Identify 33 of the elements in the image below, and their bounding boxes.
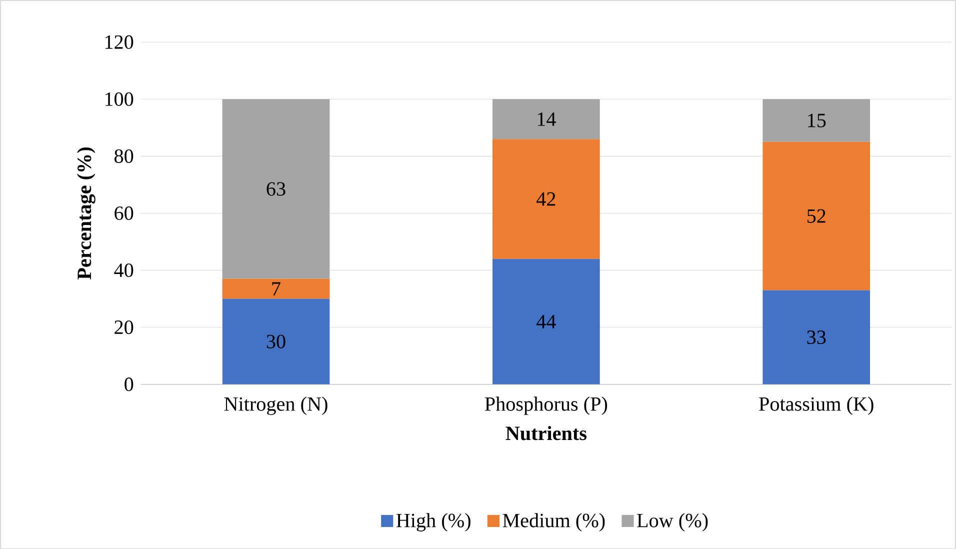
y-tick-label: 120	[105, 35, 134, 49]
y-tick-label: 20	[114, 320, 134, 334]
data-label: 52	[807, 209, 826, 223]
legend-label: Low (%)	[637, 513, 708, 532]
y-axis-title: Percentage (%)	[76, 147, 96, 280]
x-tick-label: Potassium (K)	[759, 396, 874, 415]
y-tick-label: 40	[114, 263, 134, 277]
legend-label: High (%)	[396, 513, 470, 532]
y-tick-label: 60	[114, 206, 134, 220]
bar	[492, 138, 600, 259]
y-tick-label: 100	[105, 92, 134, 106]
data-label: 15	[808, 114, 826, 128]
bar	[492, 98, 600, 139]
bar	[762, 98, 870, 142]
bar	[492, 258, 600, 384]
bar	[762, 142, 870, 290]
bar	[222, 98, 330, 279]
y-tick-label: 80	[114, 149, 134, 163]
data-label: 44	[536, 314, 556, 328]
data-label: 63	[266, 182, 286, 196]
bar	[222, 278, 330, 299]
data-label: 7	[272, 282, 280, 296]
bar	[762, 290, 870, 384]
data-label: 14	[538, 112, 556, 126]
bar	[222, 298, 330, 384]
legend-label: Medium (%)	[502, 513, 605, 532]
data-label: 33	[807, 330, 826, 344]
data-label: 42	[536, 192, 556, 206]
x-axis-title: Nutrients	[506, 426, 587, 440]
x-tick-label: Nitrogen (N)	[224, 396, 328, 415]
data-label: 30	[266, 334, 286, 348]
y-tick-label: 0	[124, 377, 134, 391]
x-tick-label: Phosphorus (P)	[484, 396, 608, 415]
